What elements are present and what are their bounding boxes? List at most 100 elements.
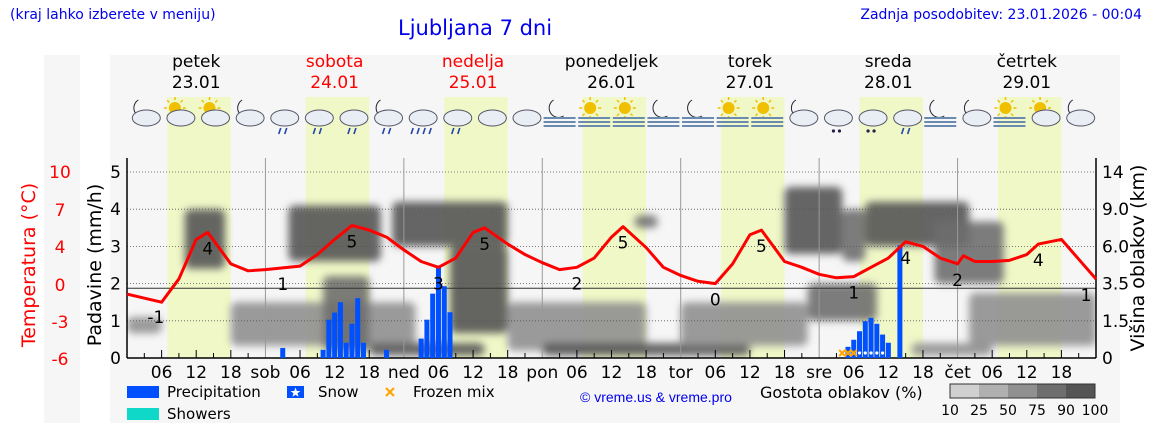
x-tick-label: 12 <box>324 363 346 383</box>
temp-extreme-label: 5 <box>618 234 629 254</box>
precipitation-bar <box>435 266 441 358</box>
day-header: sobota 24.01 <box>265 52 405 94</box>
rain-icon <box>387 127 392 135</box>
sun-ray <box>616 113 620 117</box>
weather-icon-moon-cloud <box>789 99 819 127</box>
precip-tick: 1 <box>110 312 121 332</box>
precipitation-bar <box>857 331 863 358</box>
precipitation-bar <box>897 245 903 358</box>
sun-ray <box>595 113 599 117</box>
temp-extreme-label: 1 <box>848 284 859 304</box>
day-date: 27.01 <box>725 73 775 93</box>
x-tick-label: 12 <box>601 363 623 383</box>
day-date: 24.01 <box>310 73 359 93</box>
moon-icon <box>652 99 668 118</box>
temp-tick: 7 <box>55 201 66 221</box>
day-name: petek <box>172 52 221 72</box>
cloud-icon <box>443 109 473 127</box>
weather-icon-moon-cloud <box>131 99 161 127</box>
cloud-blob <box>392 201 508 247</box>
weather-icon-cloud-rain <box>893 109 923 135</box>
snow-marker <box>857 351 862 355</box>
x-tick-label: 06 <box>843 363 865 383</box>
rain-icon <box>410 127 414 135</box>
precipitation-bar <box>424 319 430 358</box>
precip-axis-label: Padavine (mm/h) <box>84 184 106 347</box>
cloud-icon <box>339 109 369 127</box>
x-day-label: ned <box>388 363 420 383</box>
precipitation-bar <box>447 312 453 358</box>
precip-tick: 5 <box>110 163 121 183</box>
temp-extreme-label: -1 <box>147 308 164 328</box>
cloud-density-layer <box>127 186 1096 356</box>
sun-icon <box>757 102 770 114</box>
day-header: petek 23.01 <box>126 52 266 94</box>
sun-icon <box>584 102 597 114</box>
precipitation-bar <box>337 302 343 358</box>
weather-icon-cloud-heavy-rain <box>408 109 438 135</box>
sun-ray <box>754 99 759 103</box>
weather-icon-moon-cloud <box>1066 99 1096 127</box>
day-date: 29.01 <box>1002 73 1052 93</box>
cloud-blob <box>911 343 993 356</box>
x-tick-label: 18 <box>358 363 380 383</box>
precipitation-bar <box>332 312 338 358</box>
cloud-blob <box>450 246 508 334</box>
cloud-height-axis-label: Višina oblakov (km) <box>1127 165 1149 352</box>
temp-extreme-label: 3 <box>433 274 444 294</box>
rain-icon <box>318 127 323 135</box>
day-name: četrtek <box>996 52 1057 72</box>
credit-link[interactable]: © vreme.us & vreme.pro <box>580 389 732 405</box>
cloud-blob <box>127 317 162 334</box>
weather-icon-moon-cloud-rain <box>374 99 404 135</box>
sun-ray <box>581 99 586 103</box>
temp-extreme-label: 2 <box>571 274 582 294</box>
temp-tick: -6 <box>52 350 69 370</box>
weather-icon-sun-fog <box>751 97 784 127</box>
density-swatch <box>1037 384 1066 398</box>
day-header: ponedeljek 26.01 <box>542 52 682 94</box>
temp-extreme-label: 1 <box>277 275 288 295</box>
weather-icon-cloud-rain <box>270 109 300 135</box>
sun-ray <box>997 113 1001 117</box>
cloud-height-tick: 14 <box>1102 163 1124 183</box>
snow-icon <box>866 129 870 133</box>
x-tick-label: 18 <box>220 363 242 383</box>
x-tick-label: 12 <box>185 363 207 383</box>
x-tick-label: 18 <box>912 363 934 383</box>
cloud-blob <box>184 209 226 269</box>
weather-icon-sun-cloud <box>163 97 196 127</box>
cloud-icon <box>477 109 507 127</box>
weather-icon-moon-fog <box>543 99 576 127</box>
sun-ray <box>720 99 724 103</box>
weather-icon-sun-fog <box>612 97 645 127</box>
sun-ray <box>1045 99 1049 103</box>
precipitation-bar <box>430 293 436 358</box>
legend-precipitation-label: Precipitation <box>167 383 261 401</box>
rain-icon <box>428 127 432 135</box>
cloud-blob <box>842 209 866 262</box>
snow-icon <box>837 129 842 133</box>
temperature-line <box>126 223 1098 304</box>
x-tick-label: 18 <box>774 363 796 383</box>
legend-frozen-mix-label: Frozen mix <box>413 383 495 401</box>
sun-icon <box>999 102 1012 114</box>
x-day-label: tor <box>669 363 693 383</box>
sun-ray <box>997 99 1001 103</box>
cloud-icon <box>1031 109 1061 127</box>
precipitation-bar <box>862 321 868 358</box>
sun-ray <box>595 99 599 103</box>
cloud-icon <box>201 109 231 127</box>
snow-marker <box>869 351 873 355</box>
density-tick: 25 <box>970 403 988 419</box>
precipitation-bar <box>355 298 361 358</box>
cloud-icon <box>408 109 438 127</box>
day-header: nedelja 25.01 <box>403 52 543 94</box>
day-name: nedelja <box>441 52 505 72</box>
temp-extreme-label: 5 <box>347 232 358 252</box>
x-tick-label: 06 <box>981 363 1003 383</box>
precip-tick: 2 <box>110 275 121 295</box>
cloud-icon <box>1066 109 1096 127</box>
cloud-icon <box>893 109 923 127</box>
weather-icon-cloud-rain <box>339 109 369 135</box>
